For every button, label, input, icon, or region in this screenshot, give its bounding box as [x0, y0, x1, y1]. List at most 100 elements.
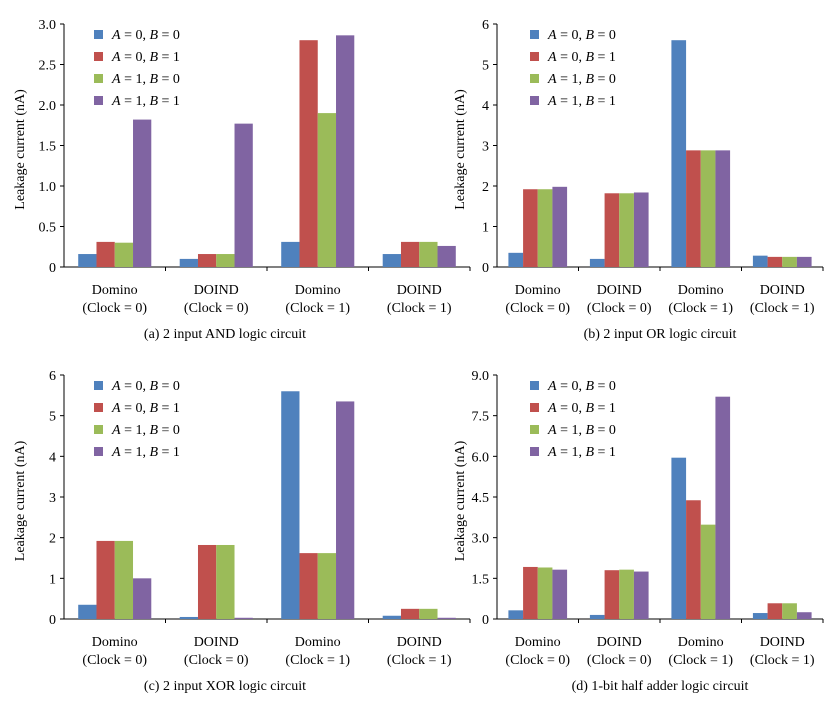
bar-0-0 — [508, 610, 524, 619]
legend-swatch — [94, 96, 103, 105]
category-sublabel: (Clock = 0) — [184, 301, 249, 316]
bar-3-0 — [133, 578, 152, 619]
bar-0-1 — [589, 258, 605, 267]
category-label: Domino — [515, 635, 561, 650]
bar-0-0 — [508, 252, 524, 267]
chart-panel-1: 0 1 2 3 4 5 6 Leakage current (nA) Domino (Clock … — [453, 18, 824, 342]
y-tick-label: 1.0 — [39, 180, 57, 195]
bar-2-2 — [700, 150, 716, 267]
bar-1-0 — [96, 540, 115, 619]
category-label: Domino — [678, 283, 724, 298]
legend-swatch — [94, 403, 103, 412]
panel-caption: (c) 2 input XOR logic circuit — [144, 679, 306, 694]
y-tick-label: 1 — [49, 572, 56, 587]
legend-label: A = 1, B = 1 — [111, 94, 180, 109]
y-axis-label: Leakage current (nA) — [453, 440, 468, 561]
bar-3-2 — [715, 150, 731, 267]
category-sublabel: (Clock = 1) — [750, 653, 815, 668]
bar-2-1 — [619, 569, 634, 619]
legend-swatch — [530, 381, 539, 390]
legend-swatch — [530, 30, 539, 39]
legend-label: A = 0, B = 0 — [547, 379, 616, 394]
chart-panel-0: 0 0.5 1.0 1.5 2.0 2.5 3.0 Leakage current (nA) D… — [13, 18, 471, 342]
category-label: DOIND — [194, 635, 239, 650]
category-label: DOIND — [760, 283, 805, 298]
y-tick-label: 2 — [482, 180, 489, 195]
panel-caption: (a) 2 input AND logic circuit — [144, 327, 306, 342]
y-axis-label: Leakage current (nA) — [453, 89, 468, 210]
bar-2-1 — [619, 193, 634, 267]
bar-2-3 — [419, 608, 438, 619]
y-tick-label: 5 — [49, 410, 56, 425]
y-tick-label: 1.5 — [472, 572, 490, 587]
y-tick-label: 0 — [49, 613, 56, 628]
category-sublabel: (Clock = 1) — [387, 301, 452, 316]
bar-0-3 — [752, 255, 768, 267]
bar-1-3 — [400, 608, 420, 619]
category-label: Domino — [92, 283, 138, 298]
y-tick-label: 3.0 — [472, 532, 490, 547]
legend-label: A = 1, B = 0 — [547, 72, 616, 87]
bar-3-1 — [234, 617, 253, 619]
bar-3-2 — [715, 396, 731, 619]
y-tick-label: 2.5 — [39, 59, 57, 74]
category-sublabel: (Clock = 0) — [184, 653, 249, 668]
bar-0-3 — [382, 254, 401, 267]
bar-3-3 — [796, 612, 812, 619]
bar-2-0 — [114, 242, 134, 267]
y-tick-label: 7.5 — [472, 410, 490, 425]
bar-0-2 — [281, 241, 300, 267]
bar-3-1 — [633, 192, 649, 267]
y-tick-label: 5 — [482, 59, 489, 74]
category-sublabel: (Clock = 1) — [668, 653, 733, 668]
legend-swatch — [530, 96, 539, 105]
category-sublabel: (Clock = 0) — [587, 653, 652, 668]
y-tick-label: 9.0 — [472, 369, 490, 384]
bar-1-2 — [686, 150, 701, 267]
y-tick-label: 6 — [482, 18, 489, 33]
y-tick-label: 3.0 — [39, 18, 57, 33]
bar-3-0 — [552, 569, 568, 619]
bar-3-3 — [796, 256, 812, 267]
y-tick-label: 0 — [482, 613, 489, 628]
bar-1-2 — [299, 40, 318, 268]
bar-3-1 — [234, 123, 253, 267]
bar-3-0 — [552, 186, 568, 267]
bar-3-3 — [437, 245, 456, 267]
y-tick-label: 0 — [482, 261, 489, 276]
y-tick-label: 3 — [49, 491, 56, 506]
bar-1-2 — [686, 500, 701, 619]
category-sublabel: (Clock = 0) — [505, 653, 570, 668]
bar-0-0 — [78, 254, 97, 267]
legend-swatch — [94, 74, 103, 83]
y-axis-label: Leakage current (nA) — [13, 440, 28, 561]
y-tick-label: 6.0 — [472, 450, 490, 465]
category-sublabel: (Clock = 1) — [750, 301, 815, 316]
y-tick-label: 0.5 — [39, 221, 57, 236]
category-label: Domino — [678, 635, 724, 650]
bar-0-1 — [179, 616, 198, 619]
legend-label: A = 0, B = 1 — [111, 50, 180, 65]
bar-1-2 — [299, 553, 318, 619]
legend-swatch — [530, 74, 539, 83]
bar-3-2 — [336, 35, 355, 268]
legend-swatch — [530, 425, 539, 434]
bar-1-3 — [767, 256, 783, 267]
panel-caption: (d) 1-bit half adder logic circuit — [572, 679, 749, 694]
y-tick-label: 4 — [49, 450, 56, 465]
bar-3-3 — [437, 617, 456, 619]
y-tick-label: 4.5 — [472, 491, 490, 506]
category-label: DOIND — [397, 283, 442, 298]
category-label: Domino — [295, 635, 341, 650]
bar-1-0 — [523, 566, 538, 619]
bar-0-2 — [281, 391, 300, 619]
y-tick-label: 0 — [49, 261, 56, 276]
bar-0-3 — [752, 613, 768, 619]
bar-0-0 — [78, 604, 97, 619]
bar-2-3 — [782, 256, 797, 267]
bar-2-2 — [700, 524, 716, 619]
bar-1-1 — [197, 254, 217, 267]
category-sublabel: (Clock = 1) — [668, 301, 733, 316]
legend-swatch — [94, 30, 103, 39]
bar-3-0 — [133, 119, 152, 267]
